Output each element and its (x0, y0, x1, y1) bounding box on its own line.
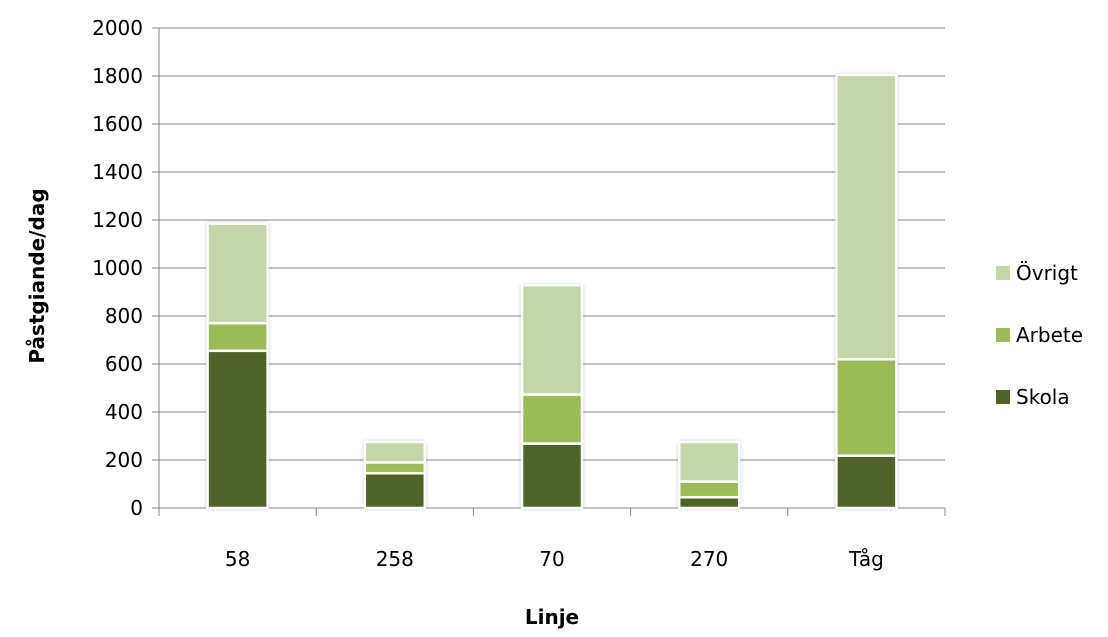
bar-övrigt-270 (677, 440, 741, 483)
y-tick-label: 1000 (92, 256, 143, 280)
y-tick-label: 1200 (92, 208, 143, 232)
bar-arbete-tåg (835, 357, 898, 457)
y-tick-label: 1400 (92, 160, 143, 184)
x-tick-label: Tåg (848, 547, 884, 571)
y-tick-label: 400 (105, 400, 143, 424)
bar-arbete-70 (520, 393, 584, 445)
bars (206, 73, 898, 510)
y-tick-label: 600 (105, 352, 143, 376)
legend-label-skola: Skola (1016, 385, 1070, 409)
bar-arbete-58 (206, 321, 269, 353)
x-tick-label: 270 (690, 547, 728, 571)
bar-arbete-258 (363, 461, 427, 475)
bar-skola-58 (206, 349, 269, 510)
y-tick-label: 1600 (92, 112, 143, 136)
legend-swatch-övrigt (996, 266, 1010, 280)
legend-swatch-arbete (996, 328, 1010, 342)
y-tick-label: 0 (130, 496, 143, 520)
legend-label-övrigt: Övrigt (1016, 261, 1078, 285)
bar-övrigt-tåg (835, 73, 898, 361)
x-tick-label: 58 (225, 547, 250, 571)
legend: Övrigt Arbete Skola (996, 261, 1083, 409)
x-tick-label: 258 (376, 547, 414, 571)
y-tick-label: 2000 (92, 16, 143, 40)
x-tick-labels: 58 258 70 270 Tåg (225, 547, 884, 571)
bar-skola-tåg (835, 454, 898, 510)
bar-övrigt-58 (206, 222, 269, 325)
bar-skola-70 (520, 442, 584, 510)
legend-label-arbete: Arbete (1016, 323, 1083, 347)
y-tick-label: 1800 (92, 64, 143, 88)
legend-swatch-skola (996, 390, 1010, 404)
bar-övrigt-258 (363, 440, 427, 464)
y-tick-labels: 0 200 400 600 800 1000 1200 1400 1600 1800 2000 (92, 16, 143, 520)
bar-övrigt-70 (520, 284, 584, 396)
x-axis-title: Linje (525, 605, 579, 629)
x-tick-label: 70 (539, 547, 564, 571)
y-tick-label: 200 (105, 448, 143, 472)
y-tick-label: 800 (105, 304, 143, 328)
bar-skola-258 (363, 471, 427, 510)
y-axis-title: Påstgiande/dag (25, 188, 49, 363)
bar-skola-270 (677, 495, 741, 510)
bar-arbete-270 (677, 480, 741, 499)
gridlines (159, 27, 945, 461)
